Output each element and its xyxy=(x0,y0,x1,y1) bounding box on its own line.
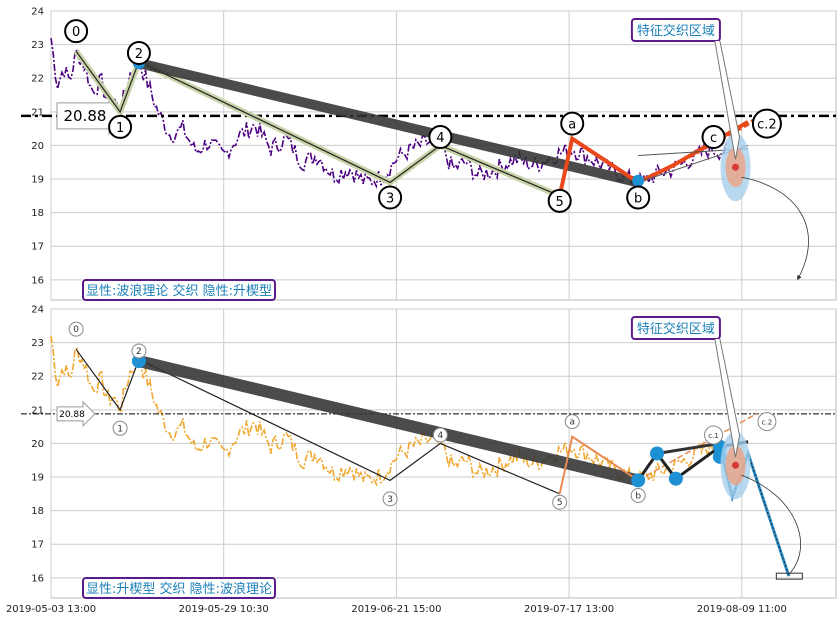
wave-label: 0 xyxy=(73,325,79,335)
level-label-box xyxy=(56,400,96,428)
wave-label-circle xyxy=(552,494,568,510)
legend-text: 显性:升楔型 交织 隐性:波浪理论 xyxy=(86,581,272,597)
wave-label: 3 xyxy=(387,495,393,505)
annotation-text: 特征交织区域 xyxy=(637,23,715,39)
wave-label-circle xyxy=(626,185,651,210)
wave-label-circle xyxy=(704,425,724,445)
wave-label-circle xyxy=(108,114,133,139)
y-tick-label: 18 xyxy=(31,208,44,219)
wave-label-circle xyxy=(112,420,128,436)
pivot-dot xyxy=(668,471,683,486)
y-tick-label: 20 xyxy=(31,141,44,152)
abc-path xyxy=(558,435,639,495)
trend-line xyxy=(133,58,644,188)
y-tick-label: 21 xyxy=(31,405,44,416)
pivot-dot xyxy=(650,446,665,461)
wave-label: 0 xyxy=(72,25,80,40)
wave-path xyxy=(75,348,560,495)
y-tick-label: 22 xyxy=(31,372,44,383)
y-tick-label: 19 xyxy=(31,473,44,484)
wave-label-circle xyxy=(751,108,782,139)
wave-label: 4 xyxy=(437,431,443,441)
legend-text: 显性:波浪理论 交织 隐性:升楔型 xyxy=(86,283,272,299)
annotation-text: 特征交织区域 xyxy=(637,321,715,337)
level-label: 20.88 xyxy=(59,410,85,420)
y-tick-label: 24 xyxy=(31,305,44,316)
target-zone-center xyxy=(732,461,740,469)
y-tick-label: 16 xyxy=(31,573,44,584)
wave-label-circle xyxy=(757,412,777,432)
wave-label-circle xyxy=(382,491,398,507)
annotation-pointer xyxy=(714,338,741,458)
x-tick-label: 2019-05-03 13:00 xyxy=(6,604,96,615)
target-zone-center xyxy=(732,163,740,171)
wave-label-circle xyxy=(131,343,147,359)
wave-label: 5 xyxy=(557,498,563,508)
wave-label-circle xyxy=(428,125,453,150)
y-tick-label: 20 xyxy=(31,439,44,450)
x-tick-label: 2019-05-29 10:30 xyxy=(179,604,269,615)
wave-label-circle xyxy=(560,111,585,136)
pivot-dot xyxy=(631,473,646,488)
wave-label-circle xyxy=(432,427,448,443)
wave-label: 1 xyxy=(117,424,123,434)
annotation-box xyxy=(630,18,721,42)
wave-label: 5 xyxy=(556,195,564,210)
wave-label: 2 xyxy=(135,47,143,62)
y-tick-label: 19 xyxy=(31,175,44,186)
wave-label-circle xyxy=(547,188,572,213)
wave-label-circle xyxy=(630,488,646,504)
wave-label: b xyxy=(634,192,642,207)
wave-label: c.1 xyxy=(708,432,719,440)
wave-label: 1 xyxy=(116,121,124,136)
wave-label: 2 xyxy=(136,347,142,357)
y-tick-label: 21 xyxy=(31,107,44,118)
wave-path xyxy=(75,50,560,197)
annotation-box xyxy=(630,316,721,340)
y-tick-label: 18 xyxy=(31,506,44,517)
price-series-line xyxy=(50,335,727,489)
top-panel: 16171819202122232420.88特征交织区域012345abcc.… xyxy=(21,7,837,301)
wave-label: c.2 xyxy=(757,118,777,133)
price-series-line xyxy=(50,37,727,191)
y-tick-label: 22 xyxy=(31,74,44,85)
y-tick-label: 17 xyxy=(31,242,44,253)
target-box xyxy=(775,572,803,580)
wave-label-circle xyxy=(701,125,726,150)
y-tick-label: 23 xyxy=(31,40,44,51)
projection-arrow xyxy=(741,176,809,281)
wave-label: b xyxy=(635,492,641,502)
projection-curve xyxy=(741,474,801,575)
wave-label: c.2 xyxy=(762,419,773,427)
x-tick-label: 2019-06-21 15:00 xyxy=(351,604,441,615)
plot-area xyxy=(50,10,837,301)
wave-label: a xyxy=(568,118,576,133)
wave-label: a xyxy=(569,418,575,428)
trend-line xyxy=(132,355,645,487)
legend-box xyxy=(82,279,276,301)
pivot-dot xyxy=(632,174,645,187)
x-tick-label: 2019-07-17 13:00 xyxy=(524,604,614,615)
wave-label: 4 xyxy=(436,131,444,146)
wave-label-circle xyxy=(64,19,89,44)
wedge-upper-line xyxy=(656,441,721,455)
plot-area xyxy=(50,308,837,599)
annotation-pointer xyxy=(714,40,741,160)
y-tick-label: 23 xyxy=(31,338,44,349)
y-tick-label: 17 xyxy=(31,540,44,551)
wave-label: c xyxy=(710,131,717,146)
level-label: 20.88 xyxy=(64,107,107,125)
wave-label-circle xyxy=(378,185,403,210)
wave-label-circle xyxy=(126,41,151,66)
legend-box xyxy=(82,577,276,599)
wave-label: 3 xyxy=(386,192,394,207)
y-tick-label: 24 xyxy=(31,7,44,18)
wave-label-circle xyxy=(68,321,84,337)
x-tick-label: 2019-08-09 11:00 xyxy=(697,604,787,615)
y-tick-label: 16 xyxy=(31,275,44,286)
wave-label-circle xyxy=(564,414,580,430)
